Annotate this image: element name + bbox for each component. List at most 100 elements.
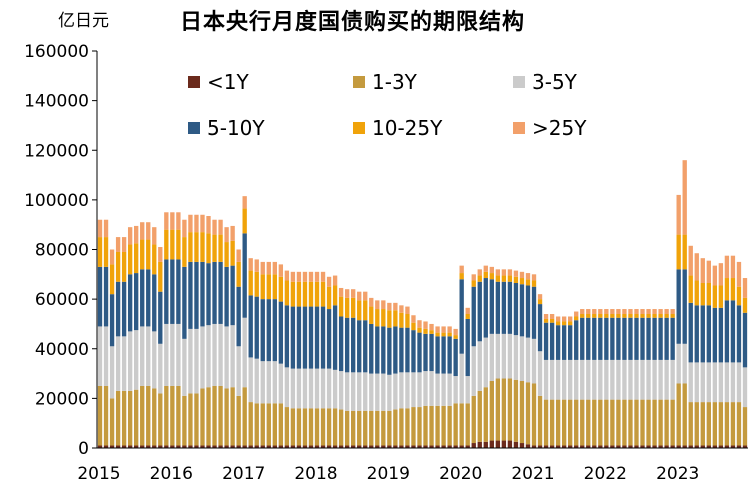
bar-segment-y3_5 [224, 326, 229, 389]
bar-segment-y5_10 [507, 281, 513, 334]
bar-segment-y5_10 [694, 305, 699, 363]
bar-segment-lt1 [254, 445, 259, 448]
bar-segment-y5_10 [242, 233, 247, 318]
bar-segment-lt1 [164, 445, 169, 448]
bar-segment-y3_5 [206, 325, 211, 388]
bar-segment-y1_3 [652, 399, 657, 446]
bar-segment-gt25 [381, 300, 386, 310]
x-tick-label: 2017 [222, 464, 265, 484]
bar-segment-y3_5 [568, 359, 573, 400]
bar-segment-gt25 [694, 253, 699, 281]
bar-segment-gt25 [622, 309, 627, 315]
bar-segment-y1_3 [170, 385, 175, 446]
bar-segment-y1_3 [574, 399, 579, 446]
bar-segment-gt25 [501, 269, 507, 276]
bar-segment-lt1 [712, 445, 718, 448]
bar-segment-gt25 [730, 255, 736, 279]
bar-segment-y5_10 [182, 266, 187, 339]
bar-segment-lt1 [610, 445, 615, 448]
bar-segment-y3_5 [495, 333, 501, 379]
bar-segment-gt25 [140, 222, 145, 240]
bar-segment-y10_25 [634, 314, 639, 318]
bar-segment-y1_3 [393, 409, 398, 446]
bar-segment-y1_3 [363, 410, 368, 446]
bar-segment-y10_25 [555, 321, 561, 326]
bar-segment-y10_25 [453, 335, 458, 339]
bar-segment-y10_25 [549, 318, 555, 323]
bar-segment-y3_5 [610, 359, 615, 400]
bar-segment-y5_10 [417, 332, 422, 373]
bar-segment-gt25 [676, 194, 681, 235]
bar-segment-lt1 [652, 445, 657, 448]
bar-segment-gt25 [127, 227, 133, 245]
bar-segment-y10_25 [513, 276, 519, 283]
bar-segment-y5_10 [525, 285, 531, 338]
bar-segment-gt25 [109, 249, 115, 265]
bar-segment-y3_5 [314, 368, 320, 409]
bar-segment-y3_5 [140, 326, 145, 386]
bar-segment-gt25 [164, 212, 169, 230]
bar-segment-lt1 [230, 445, 235, 448]
bar-segment-y1_3 [121, 390, 127, 446]
bar-segment-y3_5 [302, 368, 308, 409]
bar-segment-y1_3 [718, 402, 724, 446]
bar-segment-y10_25 [290, 281, 296, 307]
bar-segment-gt25 [332, 275, 338, 286]
legend-swatch [188, 76, 200, 88]
bar-segment-gt25 [435, 326, 440, 333]
bar-segment-y5_10 [260, 299, 265, 362]
bar-segment-y1_3 [338, 409, 344, 446]
bar-segment-y10_25 [176, 229, 181, 260]
bar-segment-gt25 [254, 259, 259, 272]
bar-segment-y3_5 [429, 371, 434, 406]
bar-segment-y1_3 [387, 410, 392, 446]
bar-segment-gt25 [206, 216, 211, 234]
y-tick-label: 0 [78, 439, 89, 459]
bar-segment-y10_25 [212, 234, 217, 262]
bar-segment-gt25 [604, 309, 609, 315]
bar-segment-y10_25 [170, 229, 175, 260]
bar-segment-y3_5 [363, 372, 368, 411]
bar-segment-lt1 [152, 445, 157, 448]
bar-segment-lt1 [658, 445, 663, 448]
bar-segment-y1_3 [622, 399, 627, 446]
bar-segment-y5_10 [724, 300, 730, 363]
bar-segment-y1_3 [146, 385, 151, 446]
bar-segment-gt25 [266, 261, 271, 275]
bar-segment-y1_3 [501, 378, 507, 441]
bar-segment-y5_10 [284, 305, 290, 368]
bar-segment-y1_3 [688, 402, 693, 446]
bar-segment-lt1 [465, 445, 470, 448]
bar-segment-y1_3 [736, 402, 742, 446]
bar-segment-gt25 [712, 265, 718, 286]
bar-segment-gt25 [525, 273, 531, 280]
bar-segment-y5_10 [489, 279, 494, 334]
bar-segment-y10_25 [369, 306, 374, 324]
bar-segment-y1_3 [182, 395, 187, 446]
y-tick-label: 20000 [35, 389, 89, 409]
bar-segment-y3_5 [146, 326, 151, 386]
y-tick-label: 100000 [24, 191, 89, 211]
bar-segment-y3_5 [308, 368, 314, 409]
bar-segment-lt1 [290, 445, 296, 448]
bar-segment-y5_10 [338, 316, 344, 372]
bar-segment-lt1 [97, 445, 103, 448]
bar-segment-y10_25 [399, 312, 404, 328]
bar-segment-y10_25 [640, 314, 645, 318]
bar-segment-y3_5 [296, 368, 302, 409]
bar-segment-y1_3 [308, 408, 314, 446]
bar-segment-lt1 [447, 445, 452, 448]
bar-segment-y10_25 [230, 240, 235, 266]
bar-segment-lt1 [682, 445, 687, 448]
bar-segment-lt1 [706, 445, 711, 448]
bar-segment-gt25 [586, 309, 591, 315]
bar-segment-y3_5 [471, 346, 476, 396]
y-tick-label: 140000 [24, 92, 89, 112]
bar-segment-y5_10 [634, 317, 639, 360]
bar-segment-lt1 [616, 445, 621, 448]
bar-segment-y1_3 [254, 403, 259, 446]
bar-segment-y3_5 [164, 323, 169, 386]
bar-segment-lt1 [495, 440, 501, 448]
bar-segment-y1_3 [429, 405, 434, 446]
bar-segment-y10_25 [260, 274, 265, 300]
